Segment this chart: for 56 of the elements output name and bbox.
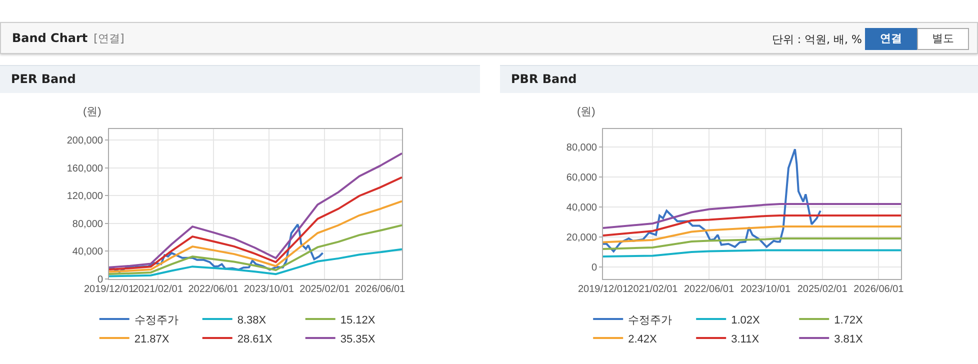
line-series xyxy=(109,223,324,273)
legend-label: 수정주가 xyxy=(628,314,672,326)
y-tick-label: 160,000 xyxy=(66,163,104,174)
x-tick-label: 2021/02/01 xyxy=(132,284,184,295)
line-series xyxy=(603,238,901,250)
legend-label: 3.81X xyxy=(834,333,864,346)
x-tick-label: 2025/02/01 xyxy=(300,284,350,295)
y-tick-label: 120,000 xyxy=(66,191,104,202)
y-axis-title: (원) xyxy=(83,106,102,118)
legend-label: 8.38X xyxy=(237,314,267,326)
x-tick-label: 2019/12/01 xyxy=(578,284,628,295)
x-tick-label: 2026/06/01 xyxy=(854,284,904,295)
text: Band Chart xyxy=(12,31,88,45)
line-series xyxy=(109,224,402,275)
legend-label: 수정주가 xyxy=(134,314,178,326)
y-tick-label: 40,000 xyxy=(566,202,598,214)
text: 단위 : 억원, 배, % xyxy=(772,32,862,47)
x-tick-label: 2023/10/01 xyxy=(244,284,294,295)
x-tick-label: 2021/02/01 xyxy=(628,284,678,295)
legend-label: 15.12X xyxy=(340,314,376,326)
chart-title: PBR Band xyxy=(500,65,978,93)
y-tick-label: 60,000 xyxy=(566,172,598,184)
y-tick-label: 0 xyxy=(97,274,104,286)
x-tick-label: 2019/12/01 xyxy=(84,284,134,295)
legend-label: 1.72X xyxy=(834,314,864,326)
line-series xyxy=(603,148,822,252)
line-series xyxy=(109,152,402,268)
y-tick-label: 80,000 xyxy=(72,218,104,230)
line-series xyxy=(603,249,901,258)
text: 별도 xyxy=(917,28,969,50)
line-series xyxy=(109,176,402,271)
chart-title: PER Band xyxy=(0,65,480,93)
x-tick-label: 2023/10/01 xyxy=(740,284,792,295)
x-tick-label: 2025/02/01 xyxy=(797,284,848,295)
text: [연결] xyxy=(94,32,124,45)
text: 연결 xyxy=(865,28,917,50)
line-series xyxy=(603,203,901,229)
legend-label: 28.61X xyxy=(237,333,273,346)
legend-label: 1.02X xyxy=(731,314,761,326)
y-tick-label: 200,000 xyxy=(66,136,104,147)
line-series xyxy=(603,214,901,236)
y-tick-label: 40,000 xyxy=(72,246,104,258)
legend-label: 2.42X xyxy=(628,333,658,346)
y-tick-label: 80,000 xyxy=(566,142,598,154)
y-tick-label: 0 xyxy=(591,262,598,274)
x-tick-label: 2022/06/01 xyxy=(684,284,734,295)
x-tick-label: 2026/06/01 xyxy=(355,284,406,295)
y-tick-label: 20,000 xyxy=(566,232,598,244)
y-axis-title: (원) xyxy=(577,106,596,118)
line-series xyxy=(109,200,402,273)
legend-label: 3.11X xyxy=(731,333,760,346)
line-series xyxy=(603,226,901,244)
x-tick-label: 2022/06/01 xyxy=(188,284,239,295)
line-series xyxy=(109,248,402,278)
legend-label: 21.87X xyxy=(134,333,170,346)
legend-label: 35.35X xyxy=(340,333,376,346)
